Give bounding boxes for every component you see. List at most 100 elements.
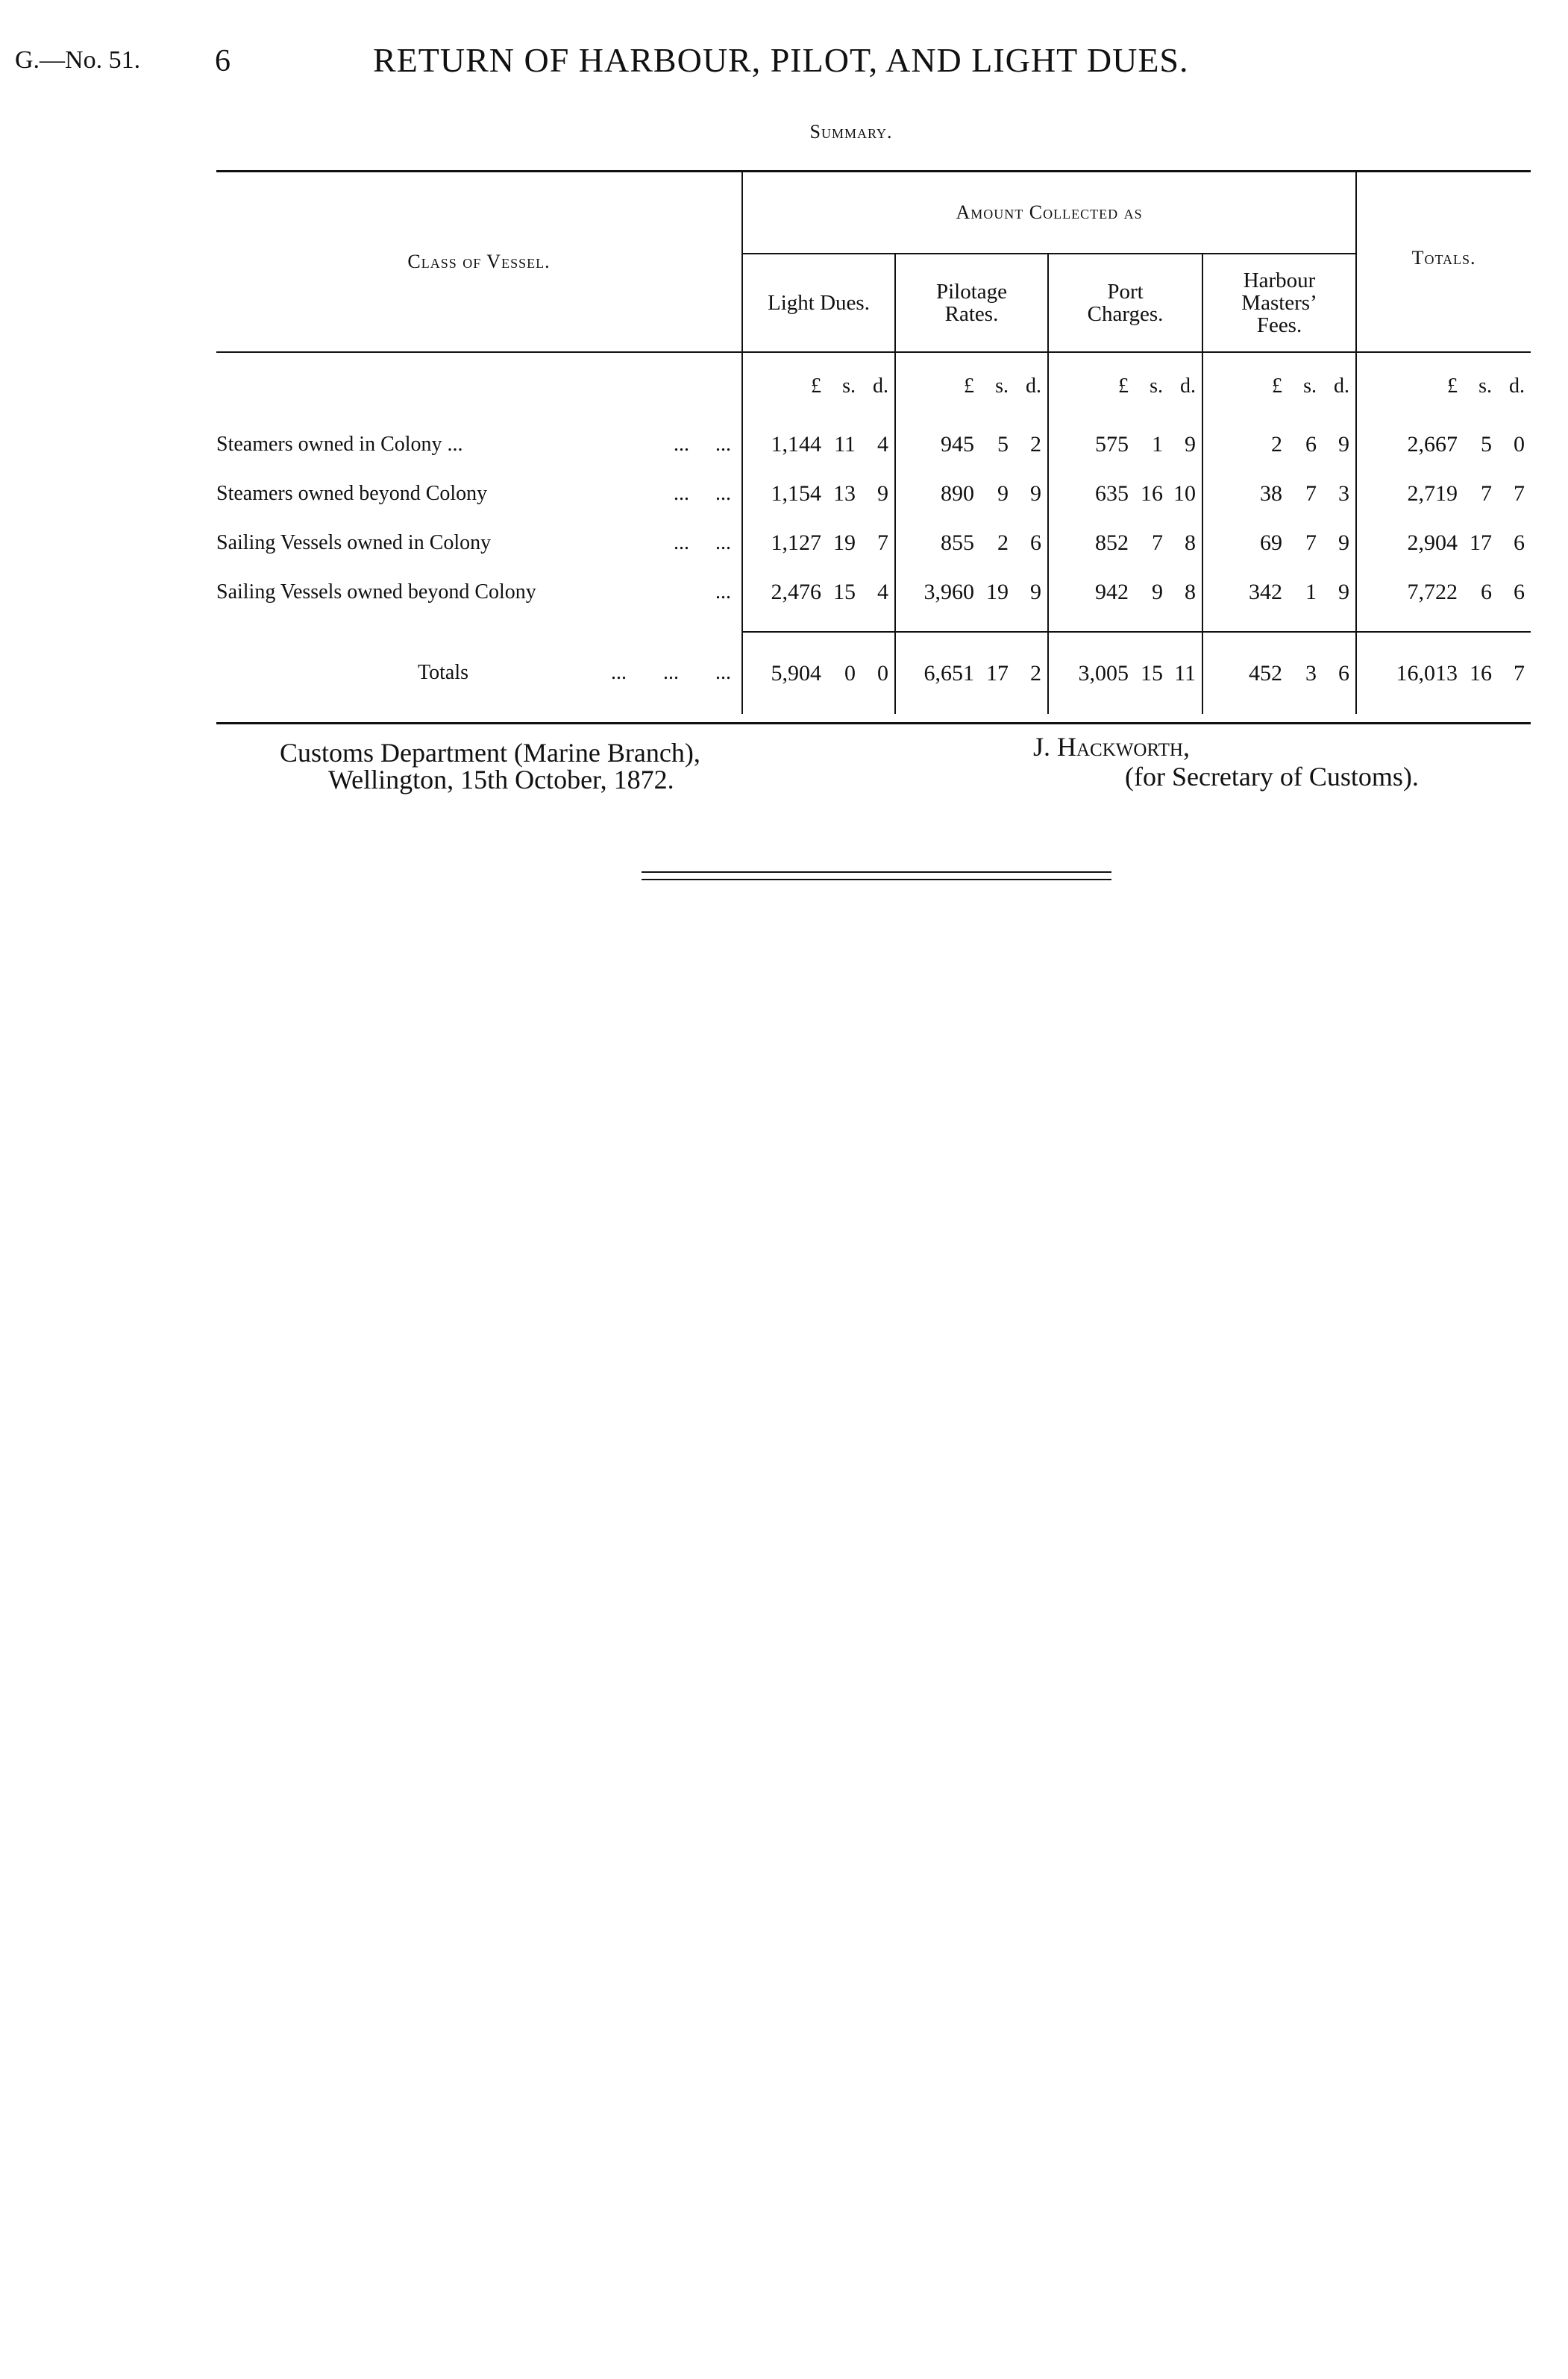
shillings-value: 16 xyxy=(1141,481,1163,506)
summary-heading: Summary. xyxy=(809,121,893,142)
pounds-value: 3,005 xyxy=(1078,660,1129,686)
total-cell: 16,013 16 7 xyxy=(1355,631,1531,714)
total-cell: 2,719 7 7 xyxy=(1355,469,1531,518)
light-dues-cell: 2,476 15 4 xyxy=(741,568,895,617)
pounds-value: 635 xyxy=(1095,481,1129,506)
pence-value: 3 xyxy=(1338,481,1350,506)
pounds-value: 945 xyxy=(941,432,974,457)
harbour-masters-fees-cell: 38 7 3 xyxy=(1201,469,1357,518)
pounds-value: 69 xyxy=(1260,530,1283,555)
pence-value: 6 xyxy=(1338,660,1350,686)
shillings-value: 0 xyxy=(844,660,856,686)
totals-header: Totals. xyxy=(1355,171,1531,353)
shillings-value: 11 xyxy=(834,432,856,457)
harbour-masters-fees-cell: 342 1 9 xyxy=(1201,568,1357,617)
pilotage-rates-cell: 945 5 2 xyxy=(894,420,1048,469)
port-charges-cell: 575 1 9 xyxy=(1047,420,1202,469)
row-label-cell: Sailing Vessels owned beyond Colony... xyxy=(216,568,742,617)
pence-value: 10 xyxy=(1173,481,1196,506)
pence-value: 9 xyxy=(1338,432,1350,457)
row-label: Steamers owned in Colony ... xyxy=(216,433,463,456)
shillings-value: s. xyxy=(842,374,856,398)
pence-value: 7 xyxy=(1514,660,1525,686)
shillings-value: 16 xyxy=(1470,660,1493,686)
shillings-value: 9 xyxy=(997,481,1009,506)
light-dues-cell: 5,904 0 0 xyxy=(741,631,895,714)
table-row: Steamers owned beyond Colony ... ... 1,154… xyxy=(216,469,1531,518)
pounds-value: 452 xyxy=(1249,660,1283,686)
harbour-masters-fees-cell: 69 7 9 xyxy=(1201,518,1357,568)
shillings-value: s. xyxy=(995,374,1009,398)
pounds-value: 16,013 xyxy=(1396,660,1458,686)
pence-value: 8 xyxy=(1185,580,1196,604)
pence-value: 4 xyxy=(877,580,888,604)
shillings-value: s. xyxy=(1150,374,1163,398)
pence-value: 9 xyxy=(1030,481,1041,506)
pounds-value: 6,651 xyxy=(923,660,975,686)
pounds-value: 2,476 xyxy=(771,580,822,604)
spacer xyxy=(894,617,1048,632)
footer-department: Customs Department (Marine Branch), xyxy=(280,738,700,768)
port-charges-cell: 3,005 15 11 xyxy=(1047,631,1202,714)
pence-value: 9 xyxy=(1338,530,1350,555)
spacer xyxy=(1047,617,1202,632)
amount-collected-header: Amount Collected as xyxy=(741,171,1357,254)
table-bottom-rule xyxy=(216,722,1531,724)
pence-value: 0 xyxy=(1514,432,1525,457)
shillings-value: 17 xyxy=(986,660,1009,686)
pence-value: 2 xyxy=(1030,660,1041,686)
light-dues-cell: 1,154 13 9 xyxy=(741,469,895,518)
pounds-value: 3,960 xyxy=(923,580,975,604)
pilotage-rates-cell: 6,651 17 2 xyxy=(894,631,1048,714)
pence-value: 6 xyxy=(1514,580,1525,604)
units-cell: £ s. d. xyxy=(1355,352,1531,420)
dot-leader: ... ... xyxy=(674,531,731,554)
pounds-value: 2,667 xyxy=(1407,432,1458,457)
pence-value: 4 xyxy=(877,432,888,457)
running-head: G.—No. 51. xyxy=(15,46,141,74)
pence-value: 6 xyxy=(1030,530,1041,555)
spacer xyxy=(1355,617,1531,632)
pence-value: 8 xyxy=(1185,530,1196,555)
dot-leader: ... xyxy=(715,580,731,604)
pounds-value: £ xyxy=(811,374,821,398)
dot-leader: ... ... ... xyxy=(611,661,731,684)
footer-place-date: Wellington, 15th October, 1872. xyxy=(328,765,674,794)
pence-value: d. xyxy=(1180,374,1196,398)
pilotage-rates-cell: 855 2 6 xyxy=(894,518,1048,568)
pounds-value: 575 xyxy=(1095,432,1129,457)
pence-value: 6 xyxy=(1514,530,1525,555)
total-cell: 7,722 6 6 xyxy=(1355,568,1531,617)
total-cell: 2,904 17 6 xyxy=(1355,518,1531,568)
shillings-value: 6 xyxy=(1305,432,1317,457)
shillings-value: 7 xyxy=(1481,481,1493,506)
class-of-vessel-header: Class of Vessel. xyxy=(216,171,742,353)
shillings-value: 1 xyxy=(1305,580,1317,604)
pounds-value: 890 xyxy=(941,481,974,506)
spacer xyxy=(741,617,895,632)
shillings-value: 15 xyxy=(833,580,856,604)
footer-signatory: J. Hackworth, xyxy=(1033,732,1190,762)
shillings-value: 9 xyxy=(1152,580,1163,604)
row-label: Totals xyxy=(418,661,469,684)
shillings-value: 7 xyxy=(1152,530,1163,555)
page-number: 6 xyxy=(215,44,231,78)
spacer xyxy=(1201,617,1357,632)
units-cell: £ s. d. xyxy=(741,352,895,420)
pilotage-rates-cell: 3,960 19 9 xyxy=(894,568,1048,617)
port-charges-cell: 635 16 10 xyxy=(1047,469,1202,518)
pence-value: 9 xyxy=(1185,432,1196,457)
pounds-value: 38 xyxy=(1260,481,1283,506)
pounds-value: 2,904 xyxy=(1407,530,1458,555)
end-rule xyxy=(642,879,1111,880)
totals-row: Totals ... ... ... 5,904 0 0 6,651 17 2 3,005 15 1… xyxy=(216,631,1531,714)
shillings-value: s. xyxy=(1478,374,1493,398)
shillings-value: 17 xyxy=(1470,530,1493,555)
pounds-value: 855 xyxy=(941,530,974,555)
light-dues-cell: 1,144 11 4 xyxy=(741,420,895,469)
blank-cell xyxy=(216,352,742,420)
pounds-value: 942 xyxy=(1095,580,1129,604)
total-cell: 2,667 5 0 xyxy=(1355,420,1531,469)
page-title: RETURN OF HARBOUR, PILOT, AND LIGHT DUES… xyxy=(373,41,1189,79)
pence-value: d. xyxy=(1334,374,1350,398)
